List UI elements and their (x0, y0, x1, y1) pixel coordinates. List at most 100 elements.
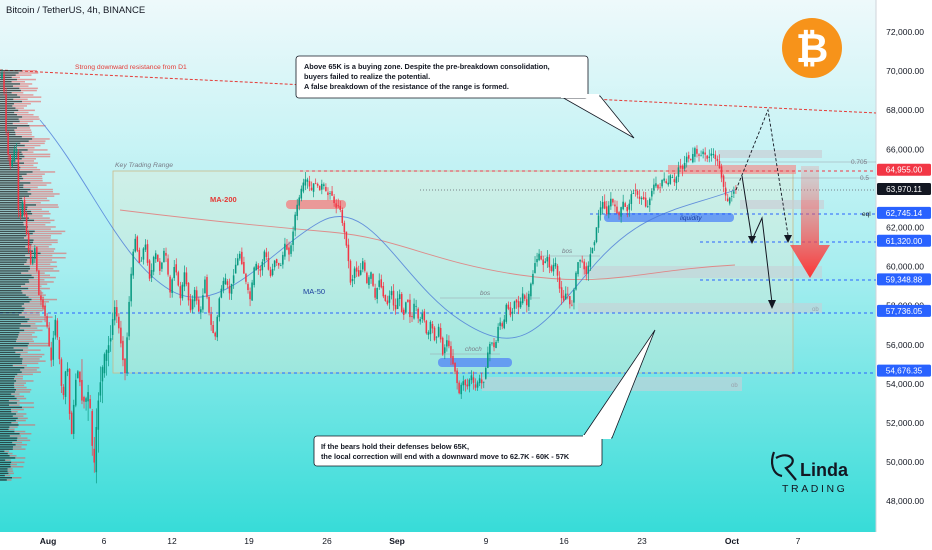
volume-profile-bar (0, 382, 15, 384)
candle-body (589, 254, 592, 267)
volume-profile-bar (0, 422, 12, 424)
candle-body (167, 258, 169, 275)
volume-profile-bar (0, 118, 19, 120)
price-tick-label: 66,000.00 (886, 144, 924, 154)
candle-body (655, 183, 657, 187)
candle-body (195, 290, 198, 301)
candle-body (599, 207, 602, 216)
candle-body (191, 299, 194, 310)
candle-body (97, 400, 100, 430)
candle-body (733, 191, 735, 194)
volume-profile-bar (0, 151, 22, 153)
candle-body (44, 305, 46, 316)
volume-profile-bar (0, 307, 25, 310)
candle-body (3, 74, 5, 92)
candle-body (257, 265, 259, 269)
candle-body (91, 411, 93, 446)
candle-body (116, 307, 118, 317)
volume-profile-bar (0, 263, 25, 266)
volume-profile-bar (40, 252, 67, 255)
volume-profile-bar (29, 281, 54, 283)
candle-body (661, 179, 663, 187)
volume-profile-bar (15, 74, 32, 76)
volume-profile-bar (19, 120, 34, 123)
volume-profile-bar (0, 175, 22, 178)
volume-profile-bar (15, 131, 32, 134)
big-red-down-arrow (790, 166, 830, 278)
candle-body (562, 295, 565, 301)
candle-body (273, 260, 276, 268)
candle-body (519, 301, 522, 308)
time-axis[interactable]: Aug 6 12 19 26 Sep 9 16 23 Oct 7 (40, 536, 801, 546)
candle-body (154, 253, 157, 260)
candle-body (706, 155, 708, 159)
candle-body (444, 347, 446, 354)
candle-body (245, 273, 247, 282)
candle-body (577, 262, 579, 275)
volume-profile-bar (0, 206, 28, 208)
volume-profile-bar (27, 208, 42, 211)
volume-profile-bar (34, 219, 55, 222)
candle-body (126, 337, 128, 374)
candle-body (673, 179, 676, 183)
candle-body (148, 260, 151, 279)
volume-profile-bar (0, 171, 33, 173)
volume-profile-bar (0, 452, 8, 455)
volume-profile-bar (36, 257, 66, 259)
volume-profile-bar (19, 327, 38, 329)
bitcoin-symbol-icon: ₿ (796, 26, 829, 72)
volume-profile-bar (16, 147, 35, 149)
volume-profile-bar (0, 248, 30, 250)
volume-profile-bar (12, 477, 22, 479)
candle-body (622, 201, 624, 210)
volume-profile-bar (20, 369, 37, 371)
candle-body (107, 345, 110, 353)
volume-profile-bar (18, 109, 35, 112)
volume-profile-bar (32, 232, 62, 235)
candle-body (333, 196, 335, 203)
volume-profile-bar (0, 404, 10, 406)
volume-profile-bar (14, 111, 29, 114)
levels: 0.705 0.5 eql bos bos choch (0, 159, 876, 374)
volume-profile-bar (30, 268, 54, 270)
candle-body (608, 205, 610, 215)
volume-profile-bar (0, 340, 17, 343)
volume-profile-bar (0, 76, 12, 79)
volume-profile-bar (0, 470, 8, 472)
candle-body (122, 340, 124, 361)
volume-profile-bar (21, 100, 41, 103)
candle-body (638, 196, 641, 199)
candle-body (292, 231, 294, 245)
candle-body (249, 291, 251, 300)
candle-body (657, 184, 659, 189)
volume-profile-bar (29, 248, 56, 250)
volume-profile-bar (23, 349, 41, 351)
candle-body (50, 347, 52, 361)
volume-profile-bar (0, 400, 9, 402)
candle-body (290, 245, 292, 254)
volume-profile-bar (27, 149, 48, 151)
volume-profile-bar (14, 391, 31, 393)
volume-profile-bar (0, 393, 12, 395)
volume-profile-bar (0, 129, 15, 131)
volume-profile-bar (0, 193, 32, 195)
candle-body (165, 252, 167, 256)
candle-body (640, 197, 643, 200)
volume-profile-bar (29, 195, 55, 197)
volume-profile-bar (0, 342, 29, 345)
candle-body (34, 248, 36, 258)
candle-body (700, 155, 702, 157)
candle-body (17, 152, 20, 211)
volume-profile-bar (31, 298, 58, 301)
candle-body (456, 370, 458, 384)
volume-profile-bar (0, 257, 37, 259)
candle-body (546, 256, 549, 262)
volume-profile-bar (21, 202, 41, 204)
candle-body (239, 253, 241, 259)
candle-body (403, 309, 405, 315)
candle-body (232, 275, 235, 284)
candle-body (476, 382, 479, 388)
volume-profile-bar (22, 362, 39, 365)
volume-profile-bar (12, 446, 22, 448)
